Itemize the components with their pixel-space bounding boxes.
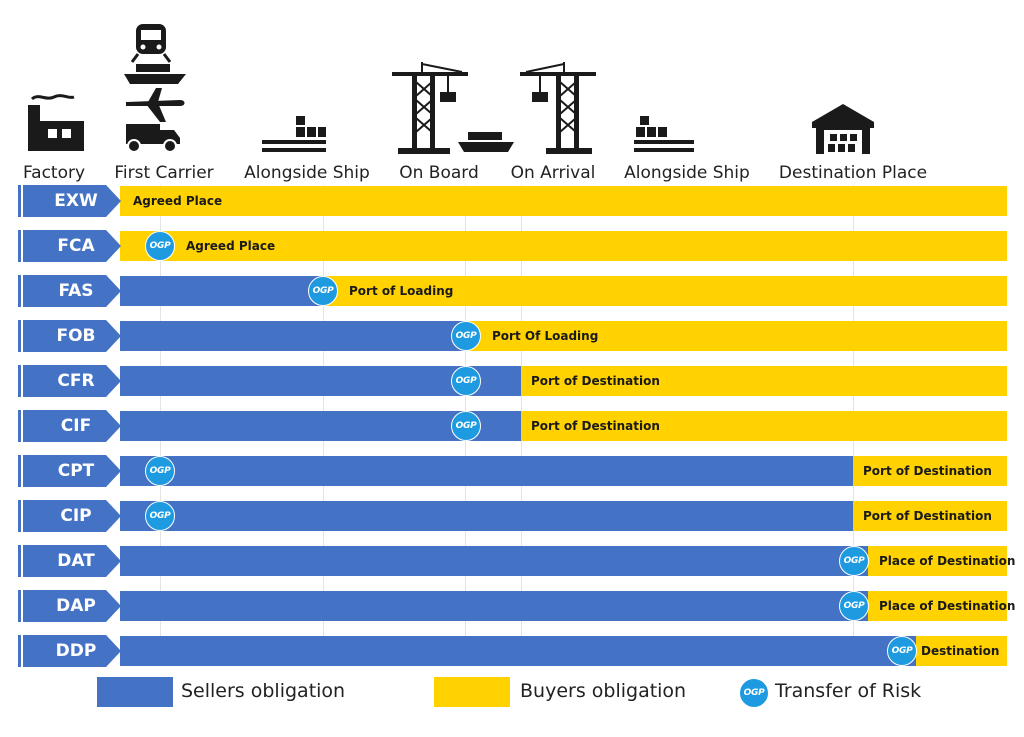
transfer-of-risk-icon: OGP — [887, 636, 917, 666]
term-tag: FAS — [18, 275, 124, 307]
buyer-obligation-bar — [853, 456, 1007, 486]
stage-label-alongside-ship: Alongside Ship — [244, 163, 370, 183]
warehouse-icon — [812, 104, 874, 154]
stage-label-alongside-ship: Alongside Ship — [624, 163, 750, 183]
term-tag: DAP — [18, 590, 124, 622]
term-code: DAP — [56, 596, 96, 616]
transfer-of-risk-icon: OGP — [451, 366, 481, 396]
stage-label-factory: Factory — [22, 163, 86, 183]
place-label: Port of Destination — [531, 374, 660, 388]
place-label: Port Of Loading — [492, 329, 599, 343]
buyer-obligation-bar — [868, 591, 1007, 621]
legend-seller-swatch — [97, 677, 173, 707]
seller-obligation-bar — [120, 456, 853, 486]
transfer-of-risk-icon: OGP — [145, 456, 175, 486]
buyer-obligation-bar — [868, 546, 1007, 576]
term-code: CFR — [57, 371, 95, 391]
seller-obligation-bar — [120, 321, 468, 351]
term-code: DDP — [55, 641, 97, 661]
place-label: Destination — [921, 644, 1000, 658]
term-code: FAS — [58, 281, 94, 301]
term-tag: CFR — [18, 365, 124, 397]
term-code: CIP — [60, 506, 92, 526]
term-code: EXW — [54, 191, 98, 211]
term-tag: FOB — [18, 320, 124, 352]
term-row-cfr: CFR OGP Port of Destination — [0, 365, 1024, 397]
term-tag: DDP — [18, 635, 124, 667]
term-tag: FCA — [18, 230, 124, 262]
legend-risk-icon: OGP — [739, 678, 769, 708]
factory-icon — [28, 94, 84, 151]
term-code: FOB — [56, 326, 96, 346]
term-code: FCA — [57, 236, 95, 256]
term-code: CPT — [57, 461, 95, 481]
place-label: Place of Destination — [879, 554, 1016, 568]
transfer-of-risk-icon: OGP — [145, 231, 175, 261]
stage-label-on-board: On Board — [399, 163, 479, 183]
stage-label-destination-place: Destination Place — [778, 163, 928, 183]
legend-seller-label: Sellers obligation — [181, 680, 346, 702]
seller-obligation-bar — [120, 636, 916, 666]
transfer-of-risk-icon: OGP — [145, 501, 175, 531]
term-row-cpt: CPT OGP Port of Destination — [0, 455, 1024, 487]
term-row-fas: FAS OGP Port of Loading — [0, 275, 1024, 307]
place-label: Port of Loading — [349, 284, 454, 298]
transfer-of-risk-icon: OGP — [308, 276, 338, 306]
buyer-obligation-bar — [120, 186, 1007, 216]
place-label: Port of Destination — [863, 464, 992, 478]
place-label: Agreed Place — [133, 194, 223, 208]
place-label: Port of Destination — [863, 509, 992, 523]
buyer-obligation-bar — [468, 321, 1007, 351]
term-row-exw: EXW Agreed Place — [0, 185, 1024, 217]
transport-modes-icon — [124, 24, 186, 153]
quay-cargo-icon — [634, 116, 694, 152]
seller-obligation-bar — [120, 276, 325, 306]
crane-ship-icon — [392, 62, 514, 154]
legend-risk-label: Transfer of Risk — [775, 680, 922, 702]
term-row-ddp: DDP OGP Destination — [0, 635, 1024, 667]
legend-buyer-label: Buyers obligation — [520, 680, 687, 702]
term-tag: CPT — [18, 455, 124, 487]
term-tag: CIP — [18, 500, 124, 532]
term-row-fob: FOB OGP Port Of Loading — [0, 320, 1024, 352]
term-row-cip: CIP OGP Port of Destination — [0, 500, 1024, 532]
term-tag: DAT — [18, 545, 124, 577]
buyer-obligation-bar — [325, 276, 1007, 306]
place-label: Port of Destination — [531, 419, 660, 433]
transfer-of-risk-icon: OGP — [839, 591, 869, 621]
term-row-dap: DAP OGP Place of Destination — [0, 590, 1024, 622]
quay-cargo-icon — [262, 116, 326, 152]
transfer-of-risk-icon: OGP — [451, 411, 481, 441]
buyer-obligation-bar — [521, 411, 1007, 441]
seller-obligation-bar — [120, 546, 868, 576]
buyer-obligation-bar — [120, 231, 1007, 261]
seller-obligation-bar — [120, 591, 868, 621]
term-row-cif: CIF OGP Port of Destination — [0, 410, 1024, 442]
legend-buyer-swatch — [434, 677, 510, 707]
transfer-of-risk-icon: OGP — [451, 321, 481, 351]
term-code: DAT — [57, 551, 95, 571]
buyer-obligation-bar — [916, 636, 1007, 666]
seller-obligation-bar — [120, 501, 853, 531]
buyer-obligation-bar — [853, 501, 1007, 531]
term-code: CIF — [60, 416, 92, 436]
place-label: Agreed Place — [186, 239, 276, 253]
crane-icon — [520, 62, 596, 154]
buyer-obligation-bar — [521, 366, 1007, 396]
term-row-dat: DAT OGP Place of Destination — [0, 545, 1024, 577]
stage-label-first-carrier: First Carrier — [114, 163, 214, 183]
transfer-of-risk-icon: OGP — [839, 546, 869, 576]
stage-label-on-arrival: On Arrival — [510, 163, 596, 183]
term-tag: EXW — [18, 185, 124, 217]
place-label: Place of Destination — [879, 599, 1016, 613]
term-tag: CIF — [18, 410, 124, 442]
term-row-fca: FCA OGP Agreed Place — [0, 230, 1024, 262]
